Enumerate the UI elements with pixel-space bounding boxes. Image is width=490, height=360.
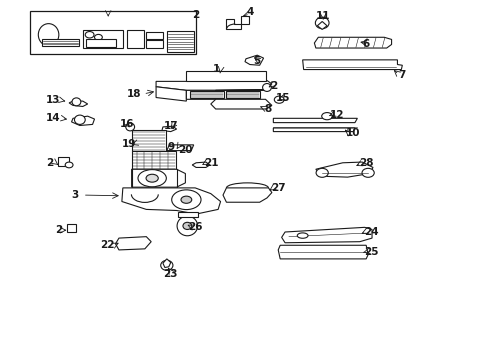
Text: 24: 24 — [364, 227, 378, 237]
Ellipse shape — [183, 222, 192, 229]
Bar — [190, 91, 223, 98]
Ellipse shape — [316, 168, 328, 177]
Text: 22: 22 — [100, 240, 115, 250]
Bar — [186, 71, 266, 81]
Text: 19: 19 — [122, 139, 136, 149]
Bar — [127, 30, 144, 48]
Polygon shape — [245, 55, 264, 65]
Polygon shape — [116, 237, 151, 250]
Bar — [30, 12, 196, 54]
Text: 27: 27 — [271, 183, 286, 193]
Text: 16: 16 — [120, 120, 134, 129]
Ellipse shape — [65, 162, 73, 168]
Text: 28: 28 — [359, 158, 373, 168]
Polygon shape — [282, 227, 372, 243]
Ellipse shape — [95, 35, 102, 40]
Polygon shape — [318, 22, 327, 30]
Polygon shape — [192, 162, 210, 167]
Text: 11: 11 — [316, 11, 330, 21]
Text: 9: 9 — [167, 142, 174, 152]
Text: 8: 8 — [265, 104, 272, 114]
Bar — [177, 212, 198, 217]
Text: 13: 13 — [46, 95, 61, 105]
Polygon shape — [156, 87, 186, 101]
Bar — [226, 91, 260, 98]
Polygon shape — [186, 90, 266, 99]
Ellipse shape — [172, 190, 201, 210]
Ellipse shape — [126, 123, 135, 131]
Polygon shape — [162, 126, 176, 132]
Bar — [42, 39, 79, 46]
Ellipse shape — [274, 96, 284, 103]
Ellipse shape — [322, 113, 332, 120]
Ellipse shape — [74, 115, 85, 125]
Text: 7: 7 — [399, 70, 406, 80]
Polygon shape — [211, 99, 272, 109]
Text: 18: 18 — [126, 89, 141, 99]
Polygon shape — [273, 128, 355, 132]
Polygon shape — [273, 118, 357, 123]
Text: 17: 17 — [164, 121, 178, 131]
Bar — [167, 31, 194, 51]
Ellipse shape — [297, 233, 308, 238]
Text: 2: 2 — [46, 158, 53, 168]
Bar — [83, 30, 123, 48]
Text: 5: 5 — [254, 56, 261, 66]
Text: 6: 6 — [363, 40, 370, 49]
Polygon shape — [315, 37, 392, 48]
Polygon shape — [226, 16, 249, 30]
Text: 3: 3 — [72, 190, 78, 200]
Text: 23: 23 — [164, 269, 178, 279]
Polygon shape — [278, 245, 368, 259]
Ellipse shape — [138, 170, 166, 187]
Ellipse shape — [177, 216, 197, 236]
Text: 14: 14 — [46, 113, 61, 123]
Polygon shape — [132, 169, 185, 187]
Text: 10: 10 — [346, 128, 361, 138]
Polygon shape — [303, 60, 402, 69]
Polygon shape — [316, 162, 373, 177]
Text: 2: 2 — [193, 10, 200, 20]
Text: 2: 2 — [55, 225, 62, 235]
Text: 21: 21 — [204, 158, 219, 168]
Bar — [67, 225, 76, 231]
Ellipse shape — [38, 24, 59, 46]
Text: 25: 25 — [364, 247, 378, 257]
Ellipse shape — [161, 260, 173, 270]
Bar — [86, 40, 116, 46]
Ellipse shape — [72, 98, 81, 106]
Text: 4: 4 — [246, 7, 253, 17]
Polygon shape — [156, 79, 272, 90]
Bar — [147, 32, 163, 40]
Polygon shape — [69, 101, 88, 107]
Text: 2: 2 — [270, 81, 277, 91]
Ellipse shape — [316, 17, 329, 29]
Text: 1: 1 — [213, 64, 220, 74]
Polygon shape — [223, 188, 272, 202]
Ellipse shape — [362, 168, 374, 177]
Polygon shape — [72, 116, 95, 126]
Ellipse shape — [146, 174, 158, 182]
Ellipse shape — [181, 196, 192, 203]
Text: 26: 26 — [188, 222, 202, 232]
Text: 12: 12 — [330, 110, 344, 120]
Bar — [147, 40, 163, 48]
Text: 20: 20 — [178, 144, 193, 154]
Ellipse shape — [263, 84, 271, 91]
Bar — [132, 151, 175, 169]
Polygon shape — [167, 145, 194, 150]
Bar — [132, 130, 166, 150]
Polygon shape — [122, 188, 220, 214]
Polygon shape — [163, 259, 171, 267]
Text: 15: 15 — [276, 93, 291, 103]
Ellipse shape — [85, 32, 94, 38]
Bar — [58, 157, 69, 166]
